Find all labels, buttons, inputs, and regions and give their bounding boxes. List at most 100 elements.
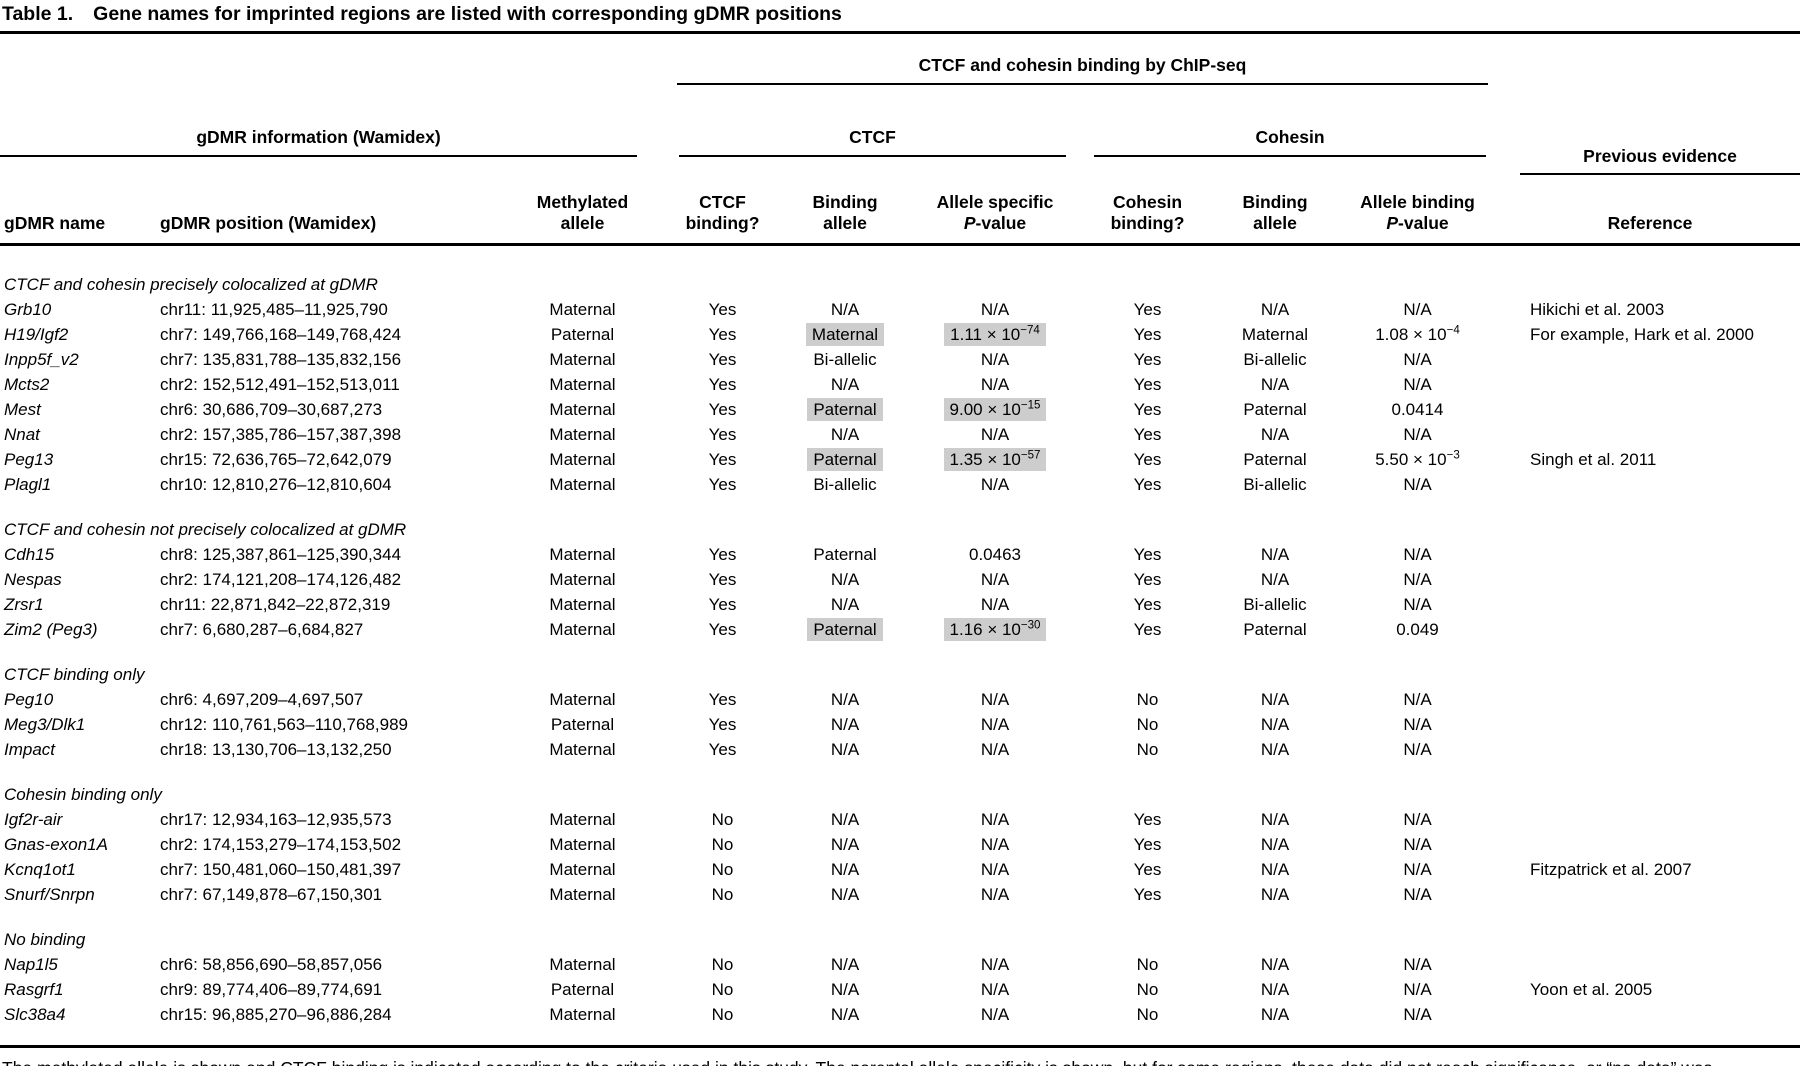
cell-methylated-allele: Maternal <box>549 739 616 759</box>
cell-gdmr-name: Nespas <box>4 569 62 589</box>
cell-gdmr-position: chr7: 135,831,788–135,832,156 <box>160 349 402 369</box>
chipseq-group-label: CTCF and cohesin binding by ChIP-seq <box>677 55 1488 85</box>
cell-gdmr-position: chr11: 11,925,485–11,925,790 <box>160 299 388 319</box>
cell-ctcf-binding-allele: N/A <box>830 739 860 759</box>
col-header-ctcf-binding: CTCF binding? <box>665 178 780 246</box>
cell-cohesin-pvalue: N/A <box>1403 884 1432 904</box>
col-header-cohesin-binding: Cohesin binding? <box>1080 178 1215 246</box>
cell-gdmr-name: Nap1l5 <box>4 954 58 974</box>
cell-gdmr-name: Slc38a4 <box>4 1004 66 1024</box>
cell-ctcf-binding: Yes <box>708 544 737 564</box>
cell-cohesin-binding: Yes <box>1133 374 1162 394</box>
cell-gdmr-name: Rasgrf1 <box>4 979 64 999</box>
cell-reference <box>1500 832 1800 857</box>
cell-cohesin-binding: Yes <box>1133 544 1162 564</box>
section-header: No binding <box>4 929 86 949</box>
cell-ctcf-binding-allele: N/A <box>830 859 860 879</box>
table-row: Mcts2 chr2: 152,512,491–152,513,011 Matern… <box>0 372 1800 397</box>
cell-gdmr-position: chr10: 12,810,276–12,810,604 <box>160 474 392 494</box>
cell-cohesin-binding-allele: N/A <box>1260 884 1290 904</box>
cell-cohesin-pvalue: N/A <box>1403 424 1432 444</box>
cell-ctcf-binding-allele: N/A <box>830 374 860 394</box>
gdmr-group-header: gDMR information (Wamidex) <box>0 106 665 178</box>
previous-evidence-group-header: Previous evidence <box>1500 34 1800 178</box>
table-row: Kcnq1ot1 chr7: 150,481,060–150,481,397 Mat… <box>0 857 1800 882</box>
cell-gdmr-position: chr15: 72,636,765–72,642,079 <box>160 449 392 469</box>
table-row: Meg3/Dlk1 chr12: 110,761,563–110,768,989 P… <box>0 712 1800 737</box>
cell-ctcf-binding-allele: Maternal <box>780 322 910 347</box>
shaded-value: 1.35 × 10−57 <box>943 447 1047 471</box>
cell-ctcf-binding: No <box>711 884 734 904</box>
cell-gdmr-name: Inpp5f_v2 <box>4 349 79 369</box>
cell-gdmr-name: Peg13 <box>4 449 54 469</box>
shaded-value: Paternal <box>807 617 883 641</box>
cell-ctcf-binding-allele: N/A <box>830 834 860 854</box>
cell-ctcf-pvalue: N/A <box>980 374 1010 394</box>
cell-gdmr-position: chr11: 22,871,842–22,872,319 <box>160 594 391 614</box>
cell-ctcf-binding-allele: N/A <box>830 954 860 974</box>
cell-ctcf-binding-allele: N/A <box>830 424 860 444</box>
cell-gdmr-name: H19/Igf2 <box>4 324 69 344</box>
cell-gdmr-name: Mest <box>4 399 41 419</box>
cohesin-group-header: Cohesin <box>1080 106 1500 178</box>
col-header-cohesin-binding-allele: Binding allele <box>1215 178 1335 246</box>
shaded-value: Maternal <box>805 322 885 346</box>
cell-cohesin-binding: Yes <box>1133 594 1162 614</box>
cell-ctcf-binding: Yes <box>708 349 737 369</box>
cell-cohesin-binding-allele: N/A <box>1260 569 1290 589</box>
cell-ctcf-binding: Yes <box>708 474 737 494</box>
cell-cohesin-binding: Yes <box>1133 449 1162 469</box>
shaded-value: 1.16 × 10−30 <box>943 617 1047 641</box>
section-header-row: CTCF and cohesin precisely colocalized a… <box>0 244 1800 297</box>
gdmr-group-label: gDMR information (Wamidex) <box>0 127 637 157</box>
cell-cohesin-pvalue: 1.08 × 10−4 <box>1375 323 1460 344</box>
cell-gdmr-position: chr2: 174,153,279–174,153,502 <box>160 834 402 854</box>
cell-cohesin-binding-allele: N/A <box>1260 809 1290 829</box>
cell-cohesin-pvalue: N/A <box>1403 979 1432 999</box>
cell-reference: Yoon et al. 2005 <box>1530 979 1653 999</box>
cell-gdmr-position: chr6: 4,697,209–4,697,507 <box>160 689 364 709</box>
cell-cohesin-pvalue: N/A <box>1403 474 1432 494</box>
cell-gdmr-position: chr15: 96,885,270–96,886,284 <box>160 1004 392 1024</box>
cell-cohesin-binding-allele: N/A <box>1260 424 1290 444</box>
cell-gdmr-position: chr17: 12,934,163–12,935,573 <box>160 809 392 829</box>
cell-cohesin-pvalue: N/A <box>1403 739 1432 759</box>
cell-gdmr-name: Nnat <box>4 424 40 444</box>
table-row: H19/Igf2 chr7: 149,766,168–149,768,424 Pat… <box>0 322 1800 347</box>
cell-methylated-allele: Maternal <box>549 619 616 639</box>
cell-cohesin-binding-allele: N/A <box>1260 299 1290 319</box>
cell-gdmr-name: Cdh15 <box>4 544 55 564</box>
cell-gdmr-name: Gnas-exon1A <box>4 834 108 854</box>
cell-ctcf-binding-allele: N/A <box>830 689 860 709</box>
cell-cohesin-binding-allele: Bi-allelic <box>1243 474 1307 494</box>
cell-gdmr-position: chr7: 150,481,060–150,481,397 <box>160 859 402 879</box>
header-group-row-2: gDMR information (Wamidex) CTCF Cohesin <box>0 106 1800 178</box>
cell-methylated-allele: Maternal <box>549 569 616 589</box>
cell-ctcf-binding: Yes <box>708 424 737 444</box>
cell-cohesin-binding-allele: Bi-allelic <box>1243 349 1307 369</box>
cell-ctcf-binding-allele: Paternal <box>813 544 877 564</box>
cell-cohesin-binding-allele: Paternal <box>1243 399 1307 419</box>
col-header-methylated-allele: Methylated allele <box>500 178 665 246</box>
chipseq-group-header: CTCF and cohesin binding by ChIP-seq <box>665 34 1500 106</box>
cell-methylated-allele: Paternal <box>550 979 615 999</box>
table-row: Zrsr1 chr11: 22,871,842–22,872,319 Materna… <box>0 592 1800 617</box>
table-row: Igf2r-air chr17: 12,934,163–12,935,573 Mat… <box>0 807 1800 832</box>
cell-ctcf-binding: Yes <box>708 714 737 734</box>
cell-cohesin-binding: Yes <box>1133 619 1162 639</box>
cell-gdmr-name: Peg10 <box>4 689 54 709</box>
cell-ctcf-pvalue: N/A <box>980 569 1010 589</box>
cell-ctcf-binding: No <box>711 1004 734 1024</box>
cell-methylated-allele: Maternal <box>549 449 616 469</box>
cell-cohesin-pvalue: N/A <box>1403 1004 1432 1024</box>
table-row: Peg13 chr15: 72,636,765–72,642,079 Materna… <box>0 447 1800 472</box>
cell-gdmr-name: Plagl1 <box>4 474 52 494</box>
cell-methylated-allele: Maternal <box>549 399 616 419</box>
col-header-ctcf-pvalue: Allele specific P-value <box>910 178 1080 246</box>
cell-reference <box>1500 712 1800 737</box>
cell-gdmr-name: Meg3/Dlk1 <box>4 714 86 734</box>
cell-ctcf-pvalue: 1.11 × 10−74 <box>910 322 1080 347</box>
table-row: Gnas-exon1A chr2: 174,153,279–174,153,502… <box>0 832 1800 857</box>
ctcf-group-label: CTCF <box>679 127 1066 157</box>
table-row: Nap1l5 chr6: 58,856,690–58,857,056 Materna… <box>0 952 1800 977</box>
